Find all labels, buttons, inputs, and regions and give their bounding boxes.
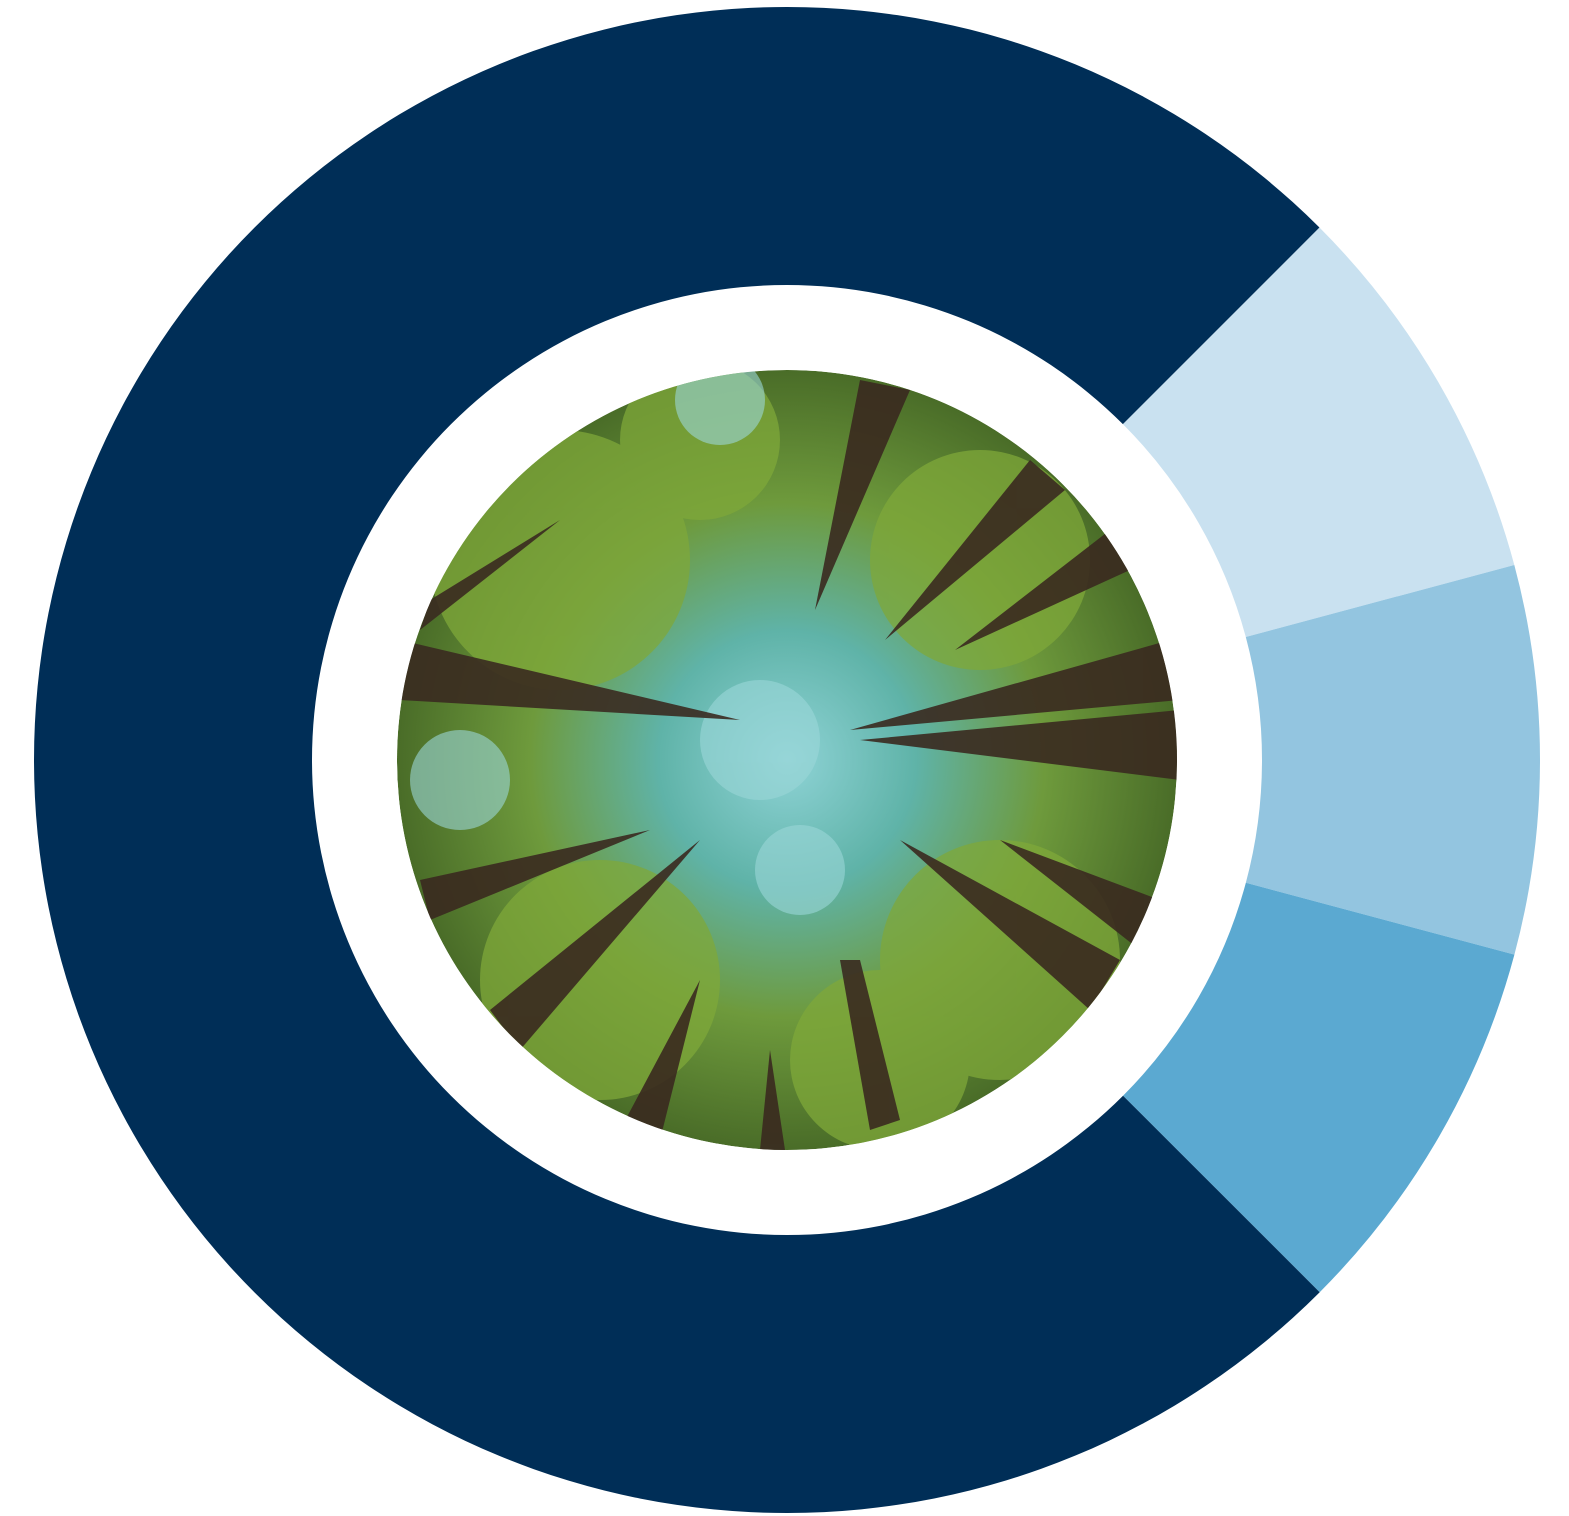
donut-segments: [34, 7, 1540, 1514]
donut-segment: [1122, 227, 1515, 637]
donut-segment: [1245, 564, 1540, 955]
donut-segment: [34, 7, 1320, 1514]
donut-segment: [1123, 882, 1515, 1293]
forest-photo: [397, 370, 1177, 1150]
tree-trunks: [400, 380, 1177, 1150]
sky-gaps: [410, 370, 845, 915]
